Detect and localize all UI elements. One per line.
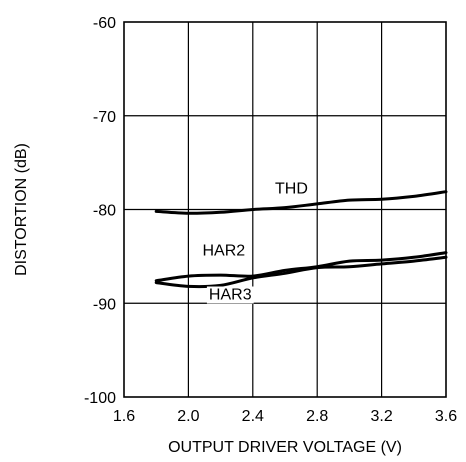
x-tick-label: 3.6 bbox=[435, 408, 457, 425]
annotation-har2: HAR2 bbox=[202, 242, 245, 259]
x-tick-label: 2.4 bbox=[242, 408, 264, 425]
x-axis-label: OUTPUT DRIVER VOLTAGE (V) bbox=[168, 439, 402, 456]
x-tick-label: 2.0 bbox=[177, 408, 199, 425]
annotation-background bbox=[200, 242, 248, 260]
annotation-har3: HAR3 bbox=[209, 287, 252, 304]
x-tick-label: 3.2 bbox=[370, 408, 392, 425]
series-line-har3 bbox=[154, 255, 448, 289]
series-line-thd bbox=[154, 190, 448, 215]
grid bbox=[124, 22, 446, 397]
x-tick-label: 2.8 bbox=[306, 408, 328, 425]
series-annotations: THD HAR2 HAR3 bbox=[200, 180, 310, 304]
series-line-har2 bbox=[154, 251, 448, 283]
y-tick-label: -100 bbox=[84, 390, 116, 407]
series-lines bbox=[154, 190, 448, 289]
x-tick-label: 1.6 bbox=[113, 408, 135, 425]
plot-frame bbox=[123, 21, 447, 398]
annotation-background bbox=[206, 286, 254, 304]
y-tick-label: -90 bbox=[93, 296, 116, 313]
y-tick-label: -60 bbox=[93, 15, 116, 32]
annotation-background bbox=[272, 180, 310, 198]
x-tick-labels: 1.6 2.0 2.4 2.8 3.2 3.6 bbox=[113, 408, 457, 425]
y-axis-label: DISTORTION (dB) bbox=[13, 143, 30, 276]
y-tick-labels: -60 -70 -80 -90 -100 bbox=[84, 15, 116, 407]
annotation-thd: THD bbox=[275, 181, 308, 198]
y-tick-label: -70 bbox=[93, 109, 116, 126]
y-tick-label: -80 bbox=[93, 203, 116, 220]
